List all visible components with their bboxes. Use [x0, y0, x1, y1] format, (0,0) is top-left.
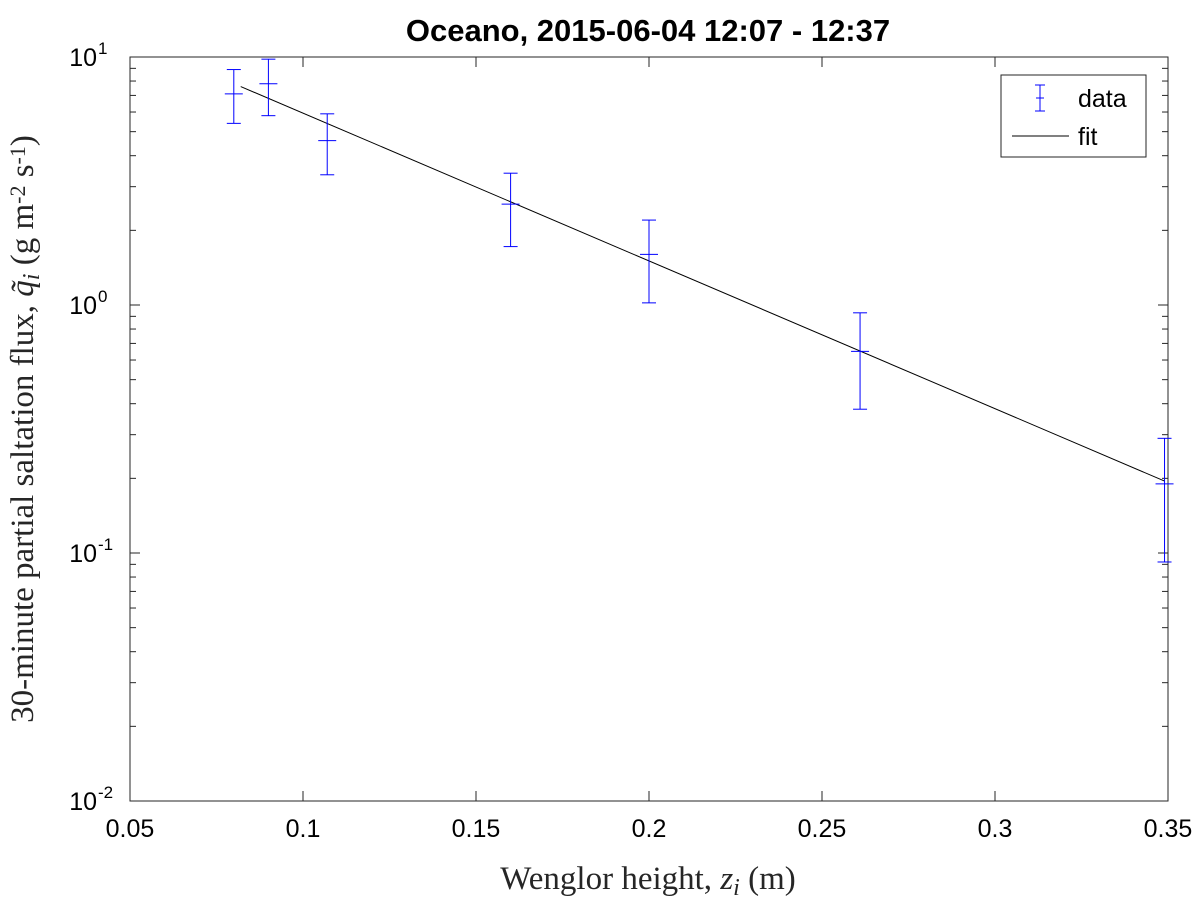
y-tick-label: 10 -1: [69, 535, 113, 568]
x-tick-labels: 0.05 0.1 0.15 0.2 0.25 0.3 0.35: [106, 815, 1193, 843]
data-point: [224, 69, 243, 124]
y-tick-base: 10: [69, 292, 97, 320]
y-tick-base: 10: [69, 788, 97, 816]
y-tick-exponent: 0: [98, 287, 107, 306]
legend-data-marker: [1035, 84, 1045, 112]
y-tick-exponent: 1: [98, 39, 107, 58]
data-point: [851, 312, 870, 410]
y-tick-base: 10: [69, 44, 97, 72]
data-point: [501, 172, 520, 248]
x-tick-label: 0.35: [1144, 815, 1193, 843]
data-point: [1155, 437, 1174, 563]
x-tick-label: 0.05: [106, 815, 155, 843]
x-tick-label: 0.2: [632, 815, 667, 843]
chart-title: Oceano, 2015-06-04 12:07 - 12:37: [406, 13, 890, 48]
x-tick-label: 0.15: [452, 815, 501, 843]
legend-box: [1000, 74, 1147, 158]
legend-item-fit: fit: [1078, 123, 1098, 151]
x-tick-label: 0.25: [798, 815, 847, 843]
x-axis-label: Wenglor height, zi (m): [500, 861, 795, 900]
data-point: [318, 113, 337, 176]
y-tick-label: 10 -2: [69, 783, 113, 816]
fit-line: [240, 86, 1165, 482]
data-point: [640, 219, 658, 304]
legend: data fit: [1000, 74, 1147, 158]
data-series: [224, 58, 1174, 563]
x-tick-label: 0.1: [286, 815, 321, 843]
x-tick-label: 0.3: [978, 815, 1013, 843]
legend-item-data: data: [1078, 85, 1127, 113]
y-tick-label: 10 1: [69, 39, 107, 72]
y-tick-exponent: -2: [98, 783, 113, 802]
y-tick-base: 10: [69, 540, 97, 568]
y-tick-exponent: -1: [98, 535, 113, 554]
axis-ticks: [129, 56, 1169, 802]
fit-series: [240, 86, 1165, 482]
y-tick-label: 10 0: [69, 287, 107, 320]
plot-area: [129, 56, 1169, 802]
data-point: [259, 58, 278, 117]
y-axis-label: 30-minute partial saltation flux, q̃i (g…: [5, 135, 45, 723]
